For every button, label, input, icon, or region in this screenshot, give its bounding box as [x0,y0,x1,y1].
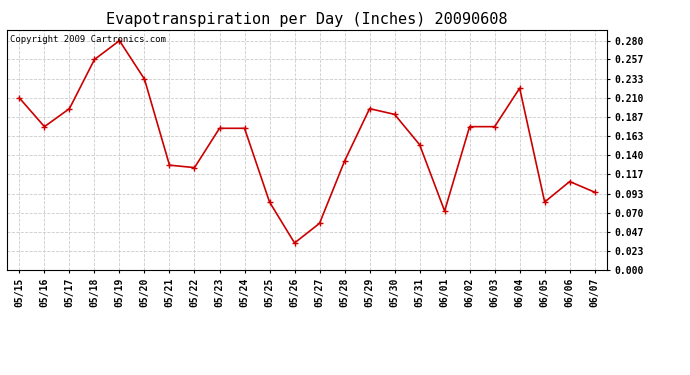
Text: Copyright 2009 Cartronics.com: Copyright 2009 Cartronics.com [10,35,166,44]
Title: Evapotranspiration per Day (Inches) 20090608: Evapotranspiration per Day (Inches) 2009… [106,12,508,27]
